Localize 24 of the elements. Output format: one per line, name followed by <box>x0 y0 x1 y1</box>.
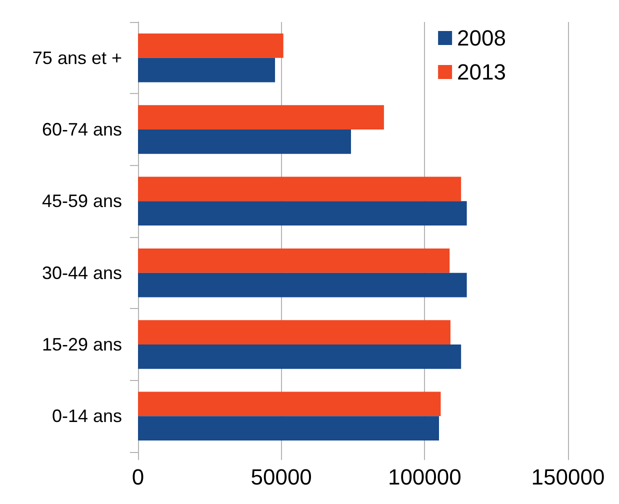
bar <box>138 33 284 58</box>
y-tick-label: 60-74 ans <box>42 120 122 140</box>
bar <box>138 416 439 441</box>
bar <box>138 272 467 298</box>
x-tick-label: 0 <box>132 464 144 490</box>
bar <box>138 58 276 82</box>
legend-label: 2013 <box>457 60 506 84</box>
y-tick-label: 30-44 ans <box>42 262 122 283</box>
x-tick-label: 100000 <box>388 464 462 490</box>
y-tick-label: 0-14 ans <box>52 406 122 426</box>
y-tick-label: 15-29 ans <box>42 334 122 354</box>
bar <box>138 248 450 273</box>
bar <box>138 105 384 130</box>
x-tick-label: 50000 <box>250 464 312 490</box>
y-tick-label: 75 ans et + <box>32 48 122 68</box>
bar <box>138 201 467 226</box>
bar <box>138 130 351 154</box>
x-tick-label: 150000 <box>531 464 605 490</box>
y-tick-label: 45-59 ans <box>42 191 122 212</box>
bar <box>138 392 441 416</box>
legend-label: 2008 <box>457 26 506 50</box>
bar <box>138 176 462 202</box>
bar <box>138 320 450 344</box>
bar <box>138 344 462 369</box>
